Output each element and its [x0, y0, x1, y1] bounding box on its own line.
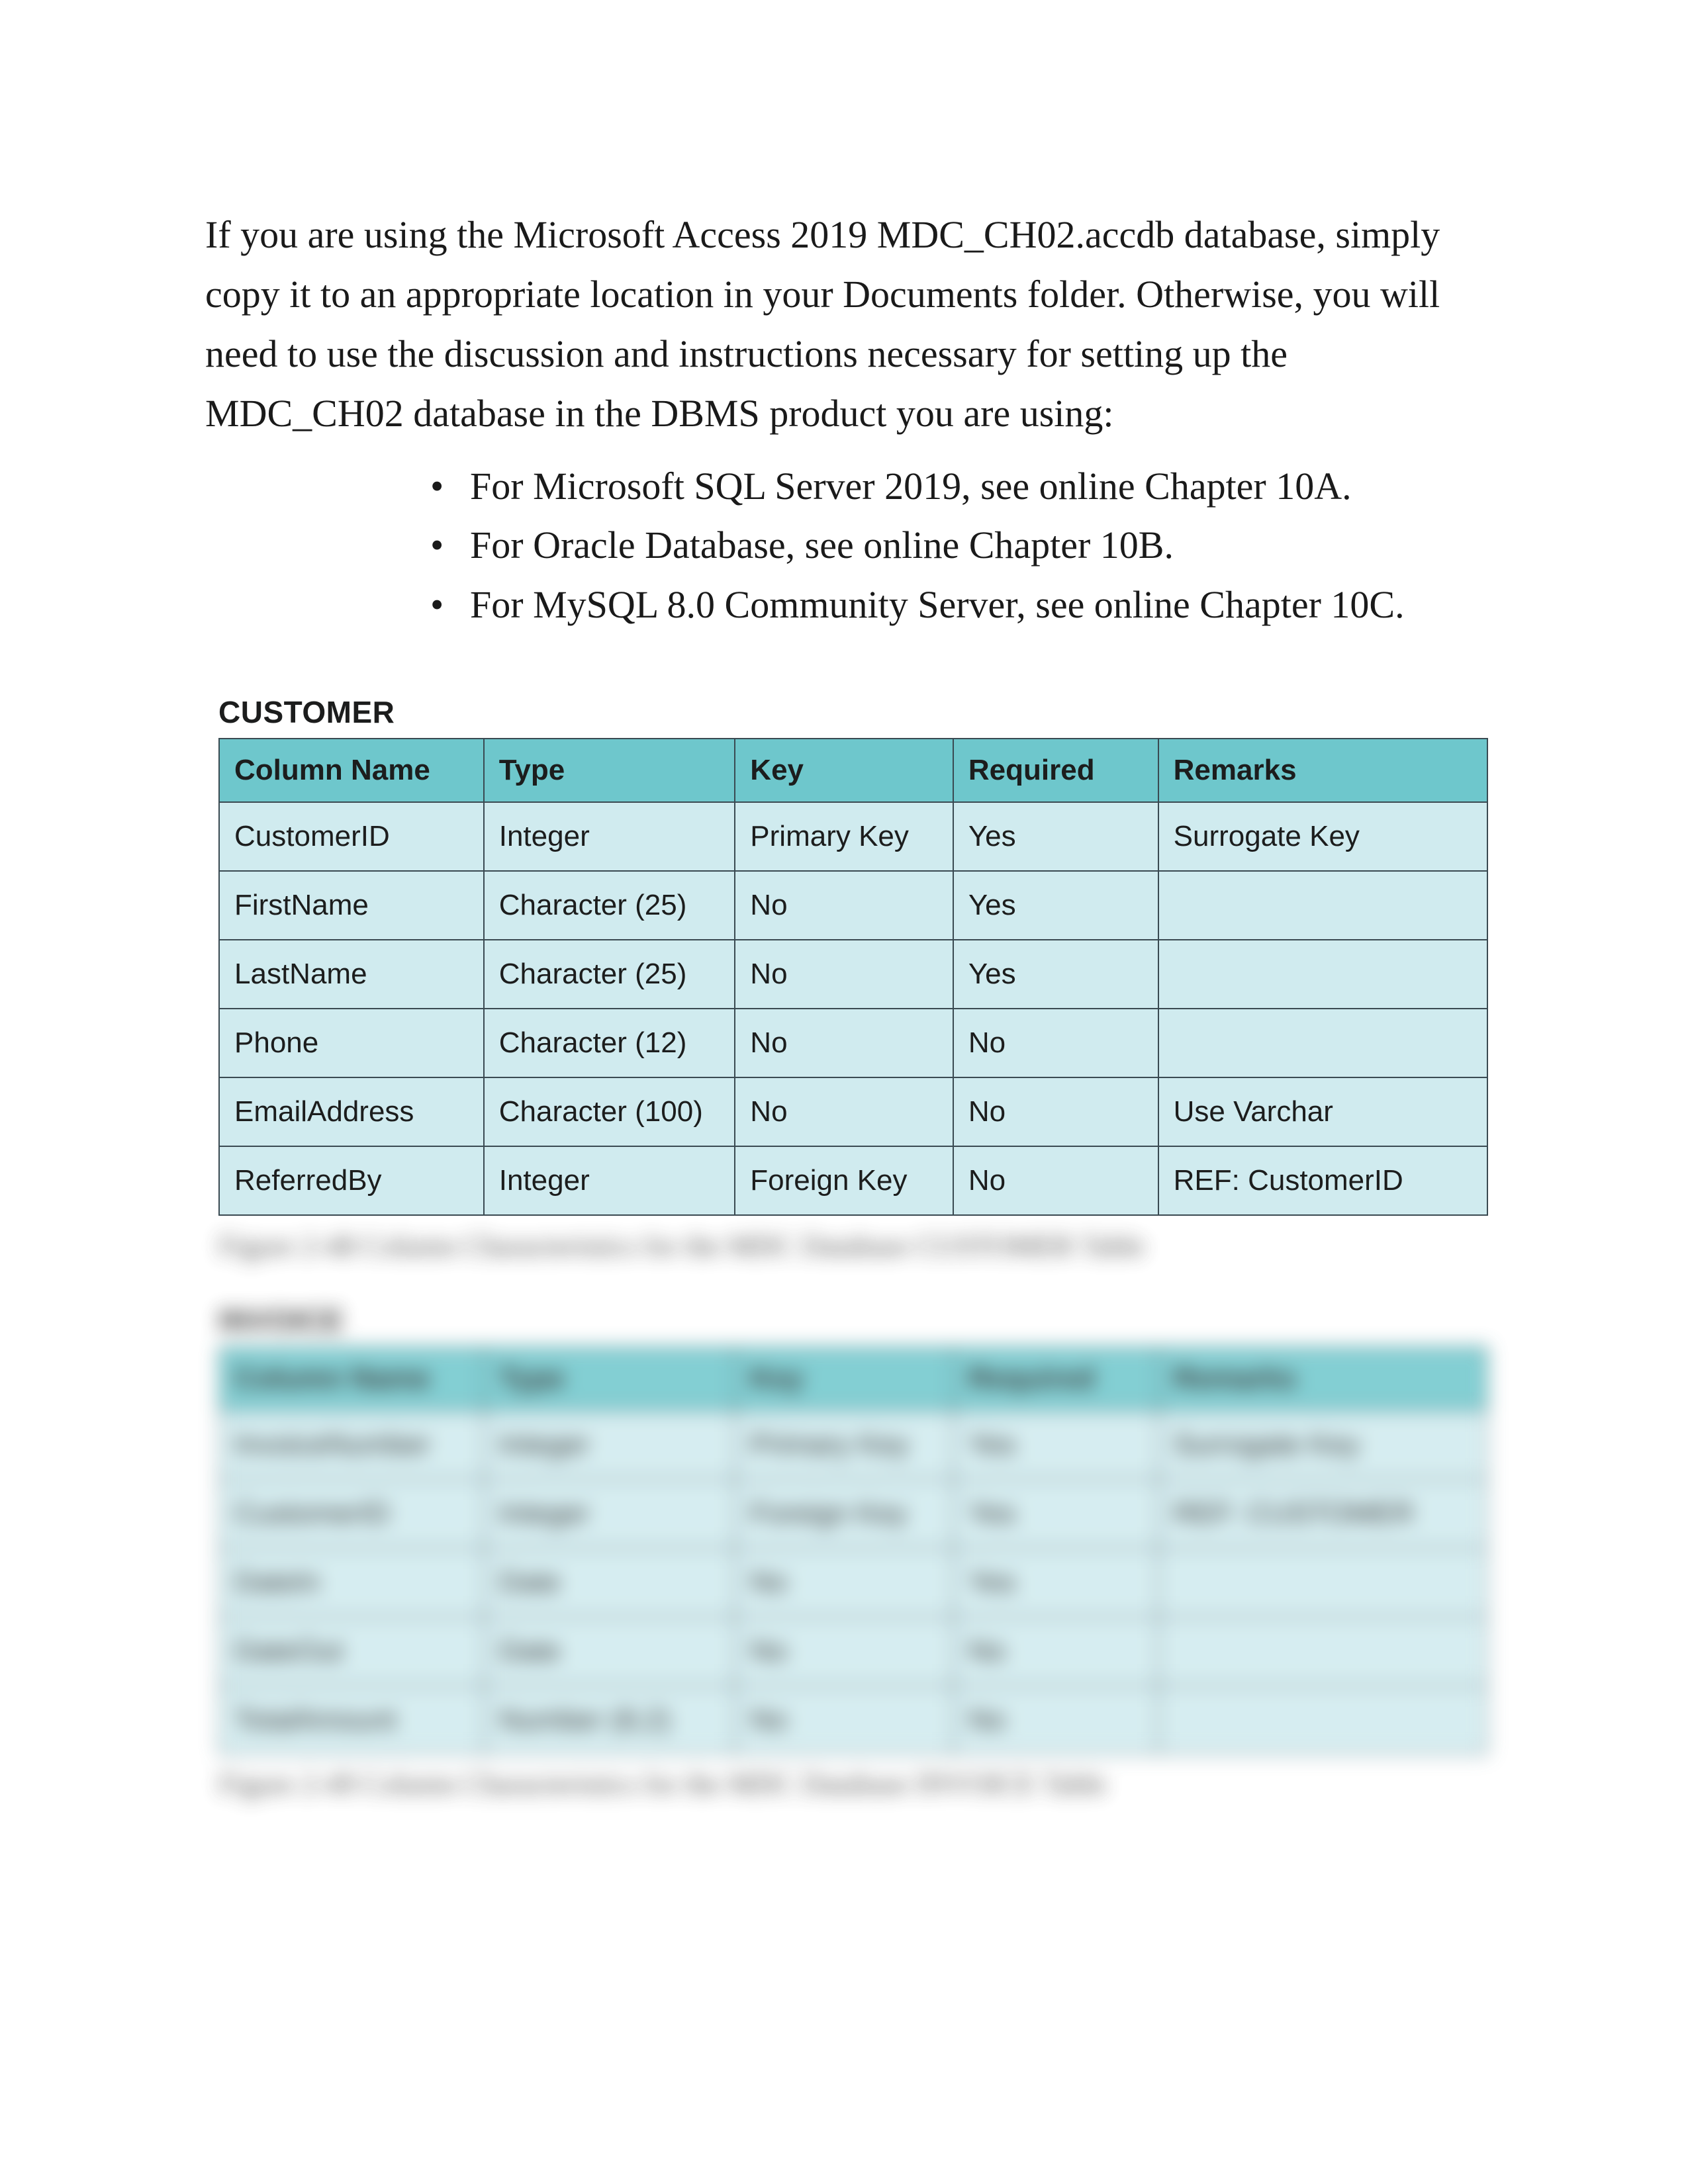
- customer-table-section: CUSTOMER Column Name Type Key Required R…: [218, 694, 1489, 1216]
- customer-table: Column Name Type Key Required Remarks Cu…: [218, 738, 1488, 1216]
- table-row: CustomerIDIntegerForeign KeyYesREF: CUST…: [219, 1479, 1487, 1548]
- table-cell: Date: [484, 1548, 735, 1617]
- customer-table-title: CUSTOMER: [218, 694, 1489, 730]
- table-row: CustomerIDIntegerPrimary KeyYesSurrogate…: [219, 802, 1487, 871]
- table-cell: InvoiceNumber: [219, 1410, 484, 1479]
- table-cell: No: [735, 1009, 953, 1077]
- col-header: Type: [484, 1347, 735, 1410]
- col-header: Column Name: [219, 1347, 484, 1410]
- bullet-item: For Oracle Database, see online Chapter …: [430, 516, 1489, 575]
- table-row: FirstNameCharacter (25)NoYes: [219, 871, 1487, 940]
- table-cell: Integer: [484, 1479, 735, 1548]
- table-cell: [1158, 1009, 1487, 1077]
- table-cell: Primary Key: [735, 1410, 953, 1479]
- table-cell: Use Varchar: [1158, 1077, 1487, 1146]
- table-cell: Integer: [484, 1146, 735, 1215]
- table-cell: No: [953, 1617, 1158, 1686]
- table-cell: CustomerID: [219, 1479, 484, 1548]
- table-cell: Date: [484, 1617, 735, 1686]
- table-cell: No: [735, 940, 953, 1009]
- col-header: Remarks: [1158, 1347, 1487, 1410]
- table-cell: [1158, 940, 1487, 1009]
- table-cell: Yes: [953, 1548, 1158, 1617]
- table-cell: FirstName: [219, 871, 484, 940]
- invoice-table-title: INVOICE: [218, 1302, 1489, 1338]
- table-header-row: Column Name Type Key Required Remarks: [219, 1347, 1487, 1410]
- customer-table-caption: Figure 2-48 Column Characteristics for t…: [218, 1229, 1489, 1263]
- table-cell: Primary Key: [735, 802, 953, 871]
- table-cell: No: [735, 1548, 953, 1617]
- table-row: InvoiceNumberIntegerPrimary KeyYesSurrog…: [219, 1410, 1487, 1479]
- col-header: Type: [484, 739, 735, 802]
- col-header: Column Name: [219, 739, 484, 802]
- table-cell: CustomerID: [219, 802, 484, 871]
- customer-table-body: CustomerIDIntegerPrimary KeyYesSurrogate…: [219, 802, 1487, 1215]
- table-cell: Foreign Key: [735, 1146, 953, 1215]
- table-cell: Yes: [953, 802, 1158, 871]
- col-header: Key: [735, 739, 953, 802]
- table-cell: Character (100): [484, 1077, 735, 1146]
- table-row: TotalAmountNumber (8,2)NoNo: [219, 1686, 1487, 1754]
- table-cell: Yes: [953, 1479, 1158, 1548]
- table-row: PhoneCharacter (12)NoNo: [219, 1009, 1487, 1077]
- invoice-table-body: InvoiceNumberIntegerPrimary KeyYesSurrog…: [219, 1410, 1487, 1754]
- table-row: DateInDateNoYes: [219, 1548, 1487, 1617]
- table-cell: EmailAddress: [219, 1077, 484, 1146]
- table-cell: No: [953, 1146, 1158, 1215]
- table-cell: ReferredBy: [219, 1146, 484, 1215]
- table-cell: Integer: [484, 802, 735, 871]
- bullet-list: For Microsoft SQL Server 2019, see onlin…: [430, 457, 1489, 635]
- table-cell: Character (25): [484, 871, 735, 940]
- table-cell: [1158, 1686, 1487, 1754]
- table-cell: Character (12): [484, 1009, 735, 1077]
- table-cell: TotalAmount: [219, 1686, 484, 1754]
- table-cell: Character (25): [484, 940, 735, 1009]
- table-cell: No: [735, 1617, 953, 1686]
- table-cell: Number (8,2): [484, 1686, 735, 1754]
- table-cell: Surrogate Key: [1158, 802, 1487, 871]
- table-cell: No: [953, 1077, 1158, 1146]
- intro-paragraph: If you are using the Microsoft Access 20…: [205, 205, 1489, 443]
- table-cell: Foreign Key: [735, 1479, 953, 1548]
- table-cell: DateIn: [219, 1548, 484, 1617]
- col-header: Required: [953, 1347, 1158, 1410]
- table-cell: [1158, 1548, 1487, 1617]
- bullet-item: For Microsoft SQL Server 2019, see onlin…: [430, 457, 1489, 516]
- col-header: Required: [953, 739, 1158, 802]
- table-cell: [1158, 1617, 1487, 1686]
- table-cell: No: [735, 1686, 953, 1754]
- table-cell: No: [735, 1077, 953, 1146]
- invoice-table: Column Name Type Key Required Remarks In…: [218, 1346, 1488, 1755]
- table-cell: [1158, 871, 1487, 940]
- table-cell: No: [953, 1009, 1158, 1077]
- bullet-item: For MySQL 8.0 Community Server, see onli…: [430, 575, 1489, 635]
- table-cell: No: [953, 1686, 1158, 1754]
- table-row: EmailAddressCharacter (100)NoNoUse Varch…: [219, 1077, 1487, 1146]
- table-row: LastNameCharacter (25)NoYes: [219, 940, 1487, 1009]
- table-row: ReferredByIntegerForeign KeyNoREF: Custo…: [219, 1146, 1487, 1215]
- blurred-region: Figure 2-48 Column Characteristics for t…: [205, 1229, 1489, 1801]
- col-header: Key: [735, 1347, 953, 1410]
- table-cell: Yes: [953, 940, 1158, 1009]
- table-cell: Yes: [953, 1410, 1158, 1479]
- table-cell: Surrogate Key: [1158, 1410, 1487, 1479]
- table-cell: Yes: [953, 871, 1158, 940]
- table-cell: REF: CustomerID: [1158, 1146, 1487, 1215]
- table-cell: No: [735, 871, 953, 940]
- table-row: DateOutDateNoNo: [219, 1617, 1487, 1686]
- invoice-table-caption: Figure 2-49 Column Characteristics for t…: [218, 1767, 1489, 1801]
- table-cell: Integer: [484, 1410, 735, 1479]
- table-header-row: Column Name Type Key Required Remarks: [219, 739, 1487, 802]
- table-cell: REF: CUSTOMER: [1158, 1479, 1487, 1548]
- col-header: Remarks: [1158, 739, 1487, 802]
- table-cell: DateOut: [219, 1617, 484, 1686]
- table-cell: LastName: [219, 940, 484, 1009]
- table-cell: Phone: [219, 1009, 484, 1077]
